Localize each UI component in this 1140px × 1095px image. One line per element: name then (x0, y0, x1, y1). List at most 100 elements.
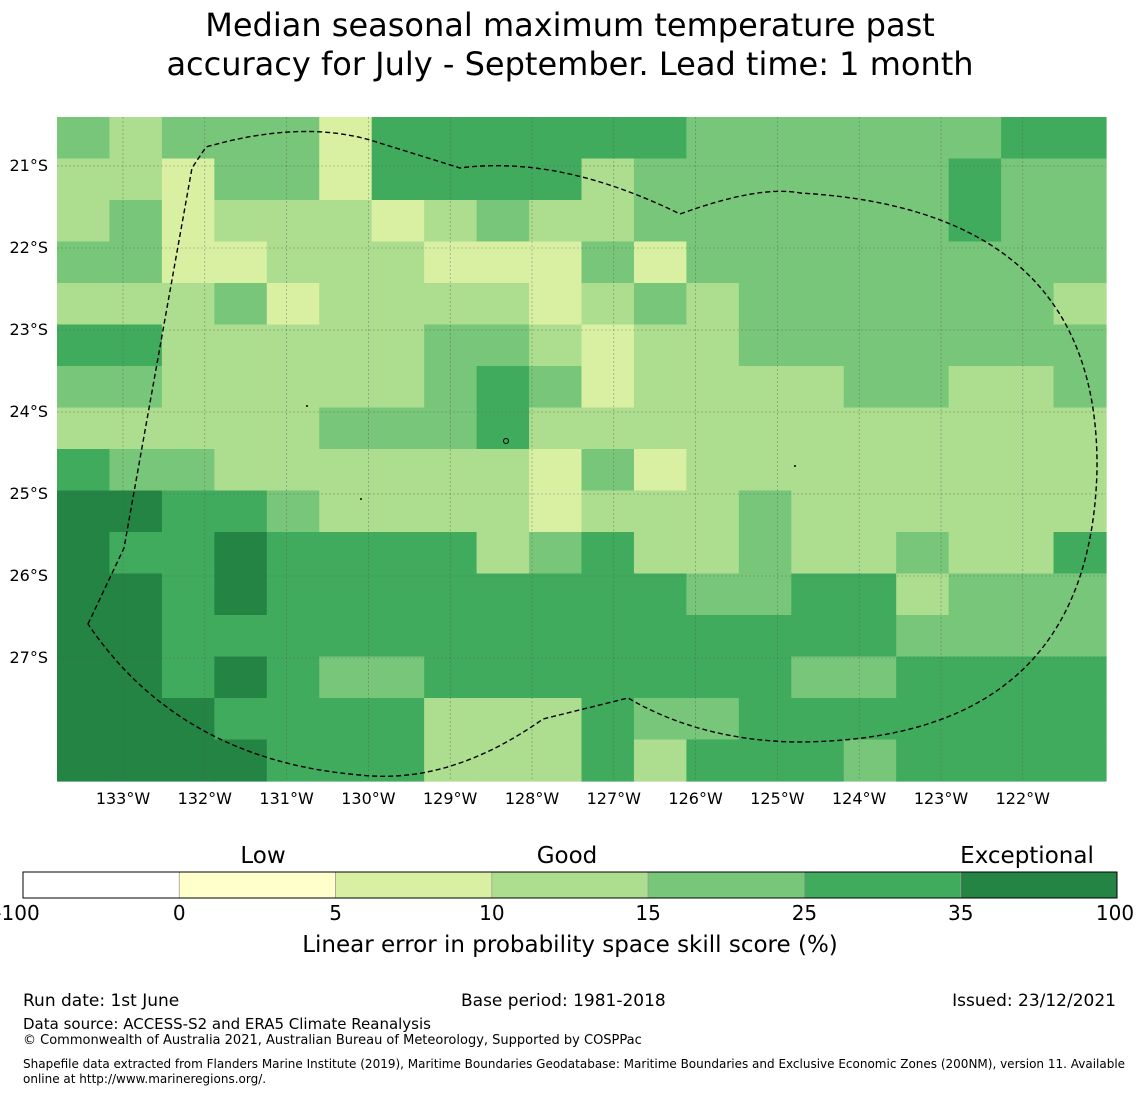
grid-cell (319, 739, 373, 782)
grid-cell (738, 698, 792, 741)
grid-cell (948, 532, 1002, 575)
grid-cell (791, 490, 845, 533)
grid-cell (686, 656, 740, 699)
grid-cell (1053, 656, 1107, 699)
grid-cell (686, 615, 740, 658)
grid-cell (161, 366, 215, 409)
longitude-label: 128°W (504, 789, 560, 808)
grid-cell (791, 407, 845, 450)
longitude-label: 122°W (995, 789, 1050, 808)
grid-cell (1053, 698, 1107, 741)
grid-cell (686, 407, 740, 450)
grid-cell (109, 117, 163, 160)
grid-cell (738, 407, 792, 450)
title-line-1: Median seasonal maximum temperature past (205, 6, 935, 44)
grid-cell (529, 739, 583, 782)
grid-cell (948, 366, 1002, 409)
base-period: Base period: 1981-2018 (461, 991, 666, 1011)
grid-cell (319, 407, 373, 450)
grid-cell (266, 407, 320, 450)
grid-cell (948, 739, 1002, 782)
grid-cell (476, 366, 530, 409)
grid-cell (581, 324, 635, 367)
grid-cell (214, 283, 268, 326)
grid-cell (109, 490, 163, 533)
grid-cell (266, 698, 320, 741)
grid-cell (896, 490, 950, 533)
grid-cell (686, 200, 740, 243)
grid-cell (424, 615, 478, 658)
grid-cell (738, 158, 792, 201)
colorbar-segment (22, 871, 180, 899)
grid-cell (529, 490, 583, 533)
grid-cell (319, 283, 373, 326)
grid-cell (161, 656, 215, 699)
grid-cell (529, 573, 583, 616)
grid-cell (686, 449, 740, 492)
grid-cell (896, 158, 950, 201)
grid-cell (424, 200, 478, 243)
grid-cell (266, 200, 320, 243)
grid-cell (738, 324, 792, 367)
grid-cell (896, 656, 950, 699)
grid-cell (371, 283, 425, 326)
grid-cell (319, 158, 373, 201)
grid-cell (791, 532, 845, 575)
grid-cell (1053, 117, 1107, 160)
grid-cell (843, 698, 897, 741)
graticule (57, 117, 1106, 781)
longitude-label: 129°W (423, 789, 478, 808)
grid-cell (791, 615, 845, 658)
grid-cell (633, 117, 687, 160)
grid-cell (319, 200, 373, 243)
grid-cell (109, 698, 163, 741)
colorbar-tick-label: 100 (1095, 901, 1135, 925)
grid-cell (633, 532, 687, 575)
grid-cell (476, 698, 530, 741)
grid-cell (109, 324, 163, 367)
longitude-label: 126°W (668, 789, 723, 808)
colorbar-tick-label: 5 (329, 901, 342, 925)
grid-cell (529, 407, 583, 450)
grid-cell (581, 573, 635, 616)
grid-cell (266, 656, 320, 699)
grid-cell (529, 241, 583, 284)
grid-cell (319, 366, 373, 409)
grid-cell (1001, 366, 1055, 409)
grid-cell (1001, 324, 1055, 367)
grid-cell (371, 366, 425, 409)
grid-cell (57, 490, 111, 533)
grid-cell (843, 366, 897, 409)
eez-boundary (87, 130, 1098, 778)
longitude-label: 133°W (95, 789, 151, 808)
grid-cell (843, 407, 897, 450)
grid-cell (214, 324, 268, 367)
grid-cell (476, 117, 530, 160)
legend-category-label: Low (240, 843, 286, 869)
grid-cell (738, 490, 792, 533)
grid-cell (214, 200, 268, 243)
grid-cell (1001, 573, 1055, 616)
grid-cell (791, 117, 845, 160)
grid-cell (738, 366, 792, 409)
grid-cell (319, 656, 373, 699)
colorbar-segment (335, 871, 493, 899)
grid-cell (424, 241, 478, 284)
grid-cell (371, 656, 425, 699)
grid-cell (57, 241, 111, 284)
skill-grid (57, 117, 1107, 782)
grid-cell (529, 200, 583, 243)
grid-cell (843, 117, 897, 160)
grid-cell (319, 532, 373, 575)
grid-cell (633, 407, 687, 450)
grid-cell (738, 573, 792, 616)
grid-cell (214, 490, 268, 533)
grid-cell (109, 573, 163, 616)
grid-cell (319, 324, 373, 367)
colorbar-tick-label: 0 (172, 901, 186, 925)
grid-cell (529, 366, 583, 409)
grid-cell (371, 615, 425, 658)
grid-cell (214, 615, 268, 658)
grid-cell (633, 366, 687, 409)
grid-cell (896, 117, 950, 160)
